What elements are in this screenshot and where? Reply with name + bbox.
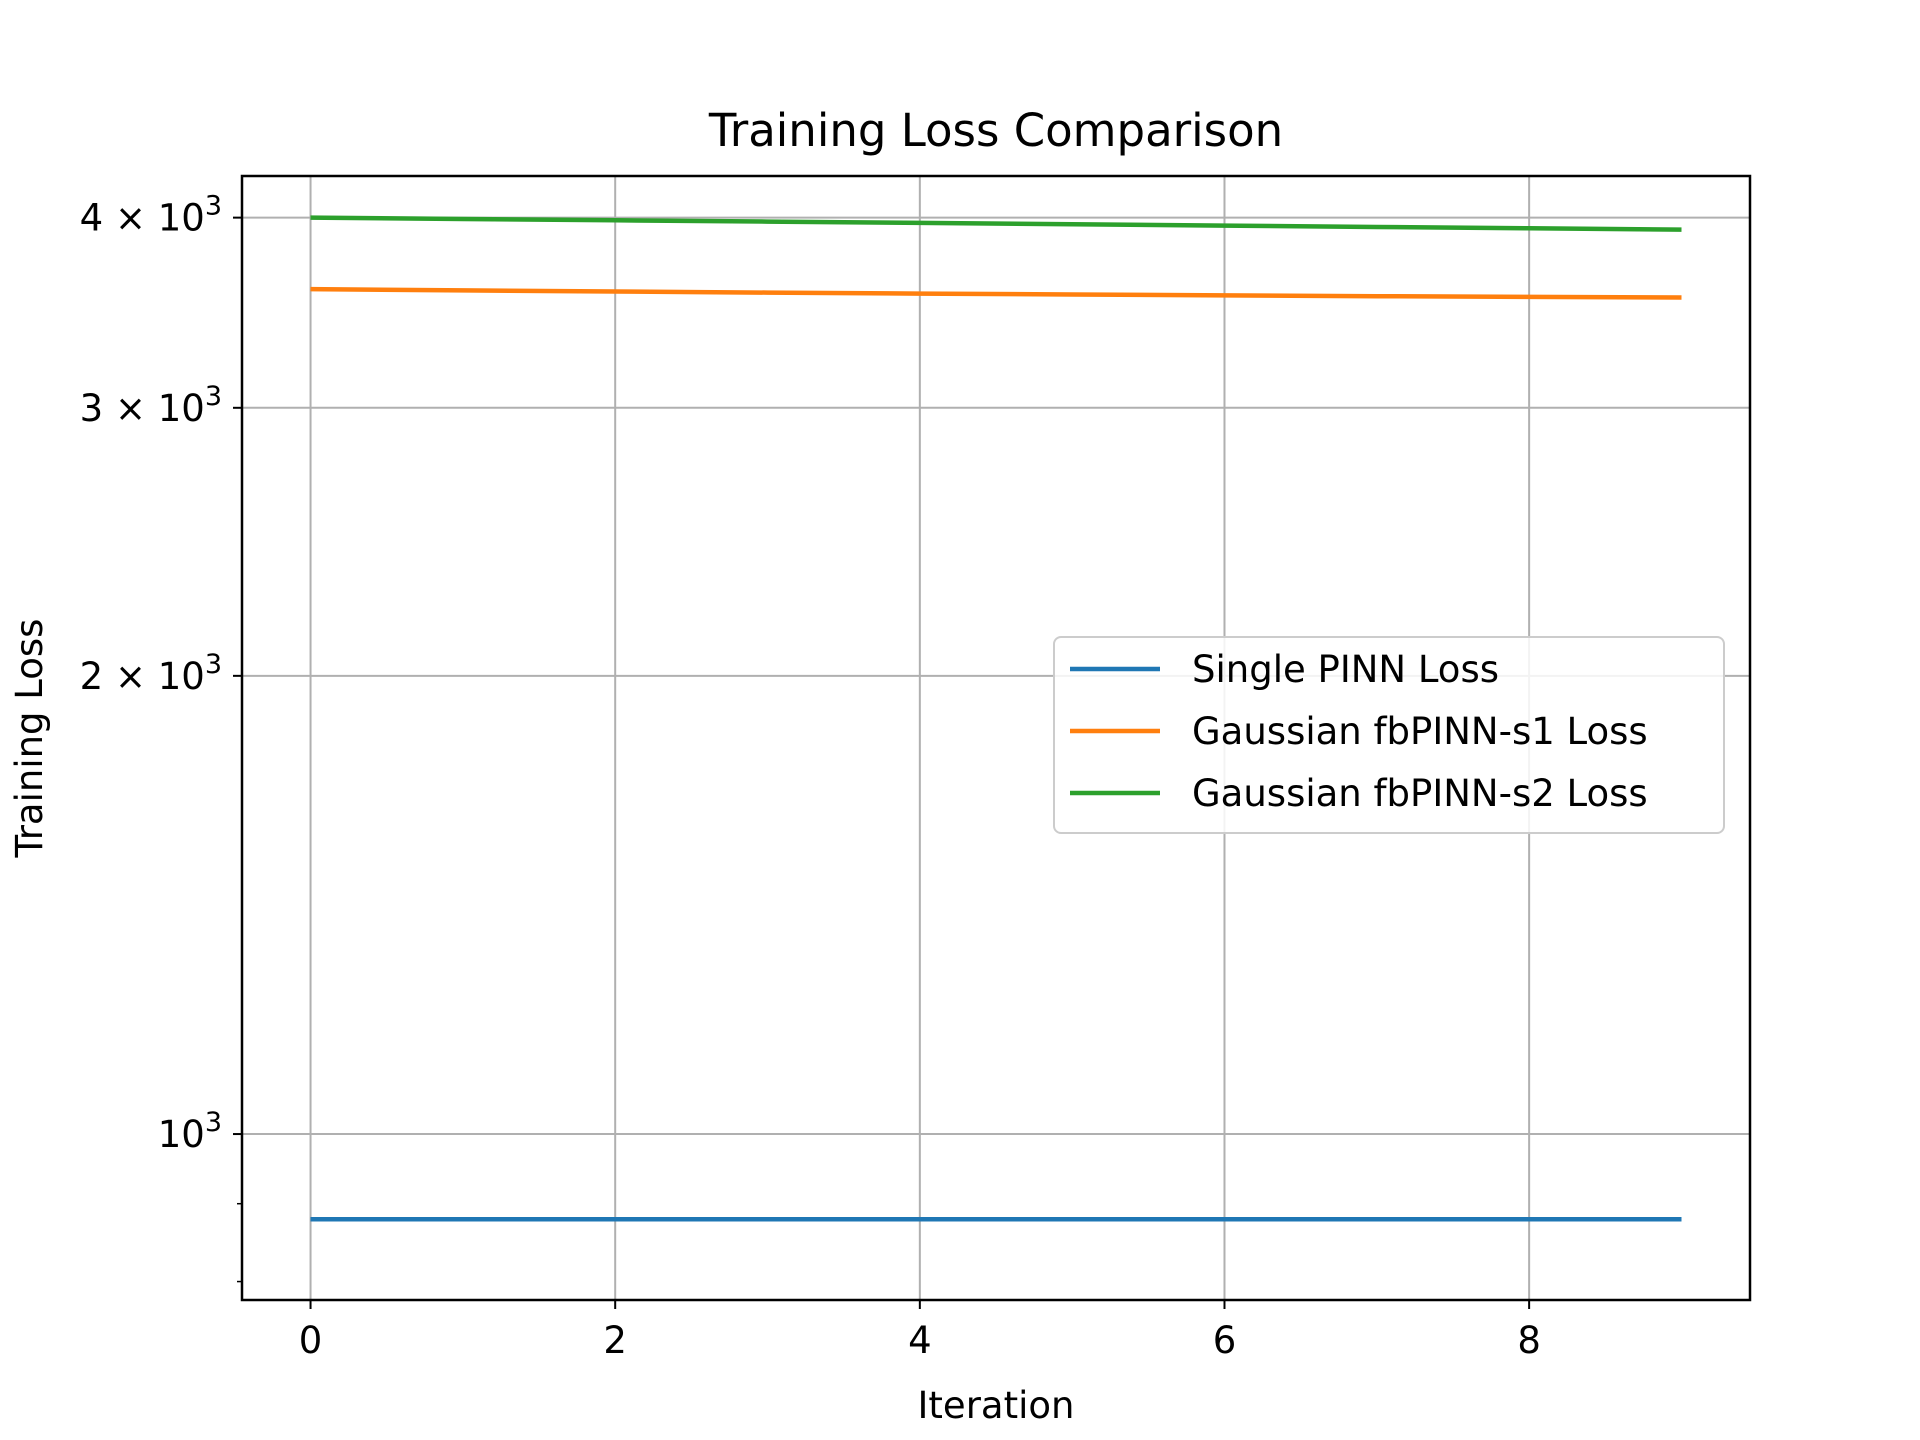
y-tick-exponent: 3 [205, 381, 222, 412]
legend-label: Single PINN Loss [1192, 648, 1499, 691]
y-tick-base: 10 [158, 655, 205, 698]
y-axis-label: Training Loss [8, 619, 51, 859]
y-tick-exponent: 3 [205, 649, 222, 680]
x-tick-label: 0 [299, 1319, 323, 1362]
series-line [310, 215, 1682, 232]
y-tick-base: 10 [158, 1113, 205, 1156]
x-tick-label: 8 [1517, 1319, 1541, 1362]
chart-title: Training Loss Comparison [708, 104, 1283, 157]
y-tick-mantissa: 2 × [80, 655, 158, 698]
x-tick-label: 6 [1213, 1319, 1237, 1362]
plot-area-frame [240, 174, 1752, 1302]
y-tick-label: 103 [158, 1107, 222, 1156]
legend-box [1053, 636, 1725, 834]
legend-label: Gaussian fbPINN-s2 Loss [1192, 772, 1648, 815]
y-tick-exponent: 3 [205, 1107, 222, 1138]
y-tick-base: 10 [158, 197, 205, 240]
y-tick-mantissa: 3 × [80, 387, 158, 430]
y-tick-label: 4 × 103 [80, 191, 222, 240]
x-tick-label: 2 [603, 1319, 627, 1362]
x-tick-label: 4 [908, 1319, 932, 1362]
series-lines [310, 215, 1682, 1222]
legend: Single PINN Loss Gaussian fbPINN-s1 Loss G… [1053, 636, 1725, 834]
y-tick-base: 10 [158, 387, 205, 430]
y-tick-label: 2 × 103 [80, 649, 222, 698]
legend-label: Gaussian fbPINN-s1 Loss [1192, 710, 1648, 753]
y-tick-mantissa: 4 × [80, 197, 158, 240]
series-line [310, 286, 1682, 300]
y-tick-exponent: 3 [205, 191, 222, 222]
x-axis-label: Iteration [918, 1384, 1075, 1427]
y-tick-label: 3 × 103 [80, 381, 222, 430]
